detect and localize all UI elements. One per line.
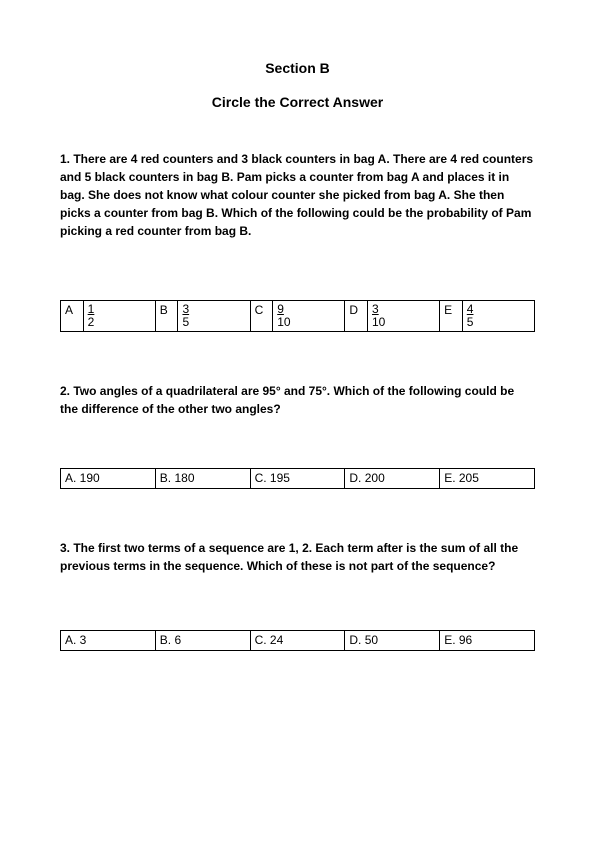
- q2-option-e: E. 205: [440, 469, 535, 489]
- q3-option-b: B. 6: [155, 631, 250, 651]
- question-3-options: A. 3 B. 6 C. 24 D. 50 E. 96: [60, 630, 535, 651]
- section-title: Section B: [60, 60, 535, 76]
- option-d-den: 10: [372, 316, 385, 329]
- option-b-den: 5: [182, 316, 189, 329]
- q2-option-b: B. 180: [155, 469, 250, 489]
- question-2-text: 2. Two angles of a quadrilateral are 95°…: [60, 382, 535, 418]
- option-c-value: 9 10: [273, 301, 345, 332]
- question-1-text: 1. There are 4 red counters and 3 black …: [60, 150, 535, 240]
- question-1-options: A 1 2 B 3 5 C 9 10 D: [60, 300, 535, 332]
- q2-option-a: A. 190: [61, 469, 156, 489]
- option-e-value: 4 5: [462, 301, 534, 332]
- option-a-value: 1 2: [83, 301, 155, 332]
- option-e-label: E: [440, 301, 463, 332]
- option-c-label: C: [250, 301, 273, 332]
- option-d-value: 3 10: [368, 301, 440, 332]
- q2-option-c: C. 195: [250, 469, 345, 489]
- q3-option-e: E. 96: [440, 631, 535, 651]
- worksheet-page: Section B Circle the Correct Answer 1. T…: [0, 0, 595, 842]
- option-b-label: B: [155, 301, 178, 332]
- option-e-den: 5: [467, 316, 474, 329]
- q2-option-d: D. 200: [345, 469, 440, 489]
- q3-option-c: C. 24: [250, 631, 345, 651]
- option-c-den: 10: [277, 316, 290, 329]
- question-2-options: A. 190 B. 180 C. 195 D. 200 E. 205: [60, 468, 535, 489]
- option-d-label: D: [345, 301, 368, 332]
- q3-option-d: D. 50: [345, 631, 440, 651]
- option-a-den: 2: [88, 316, 95, 329]
- option-a-label: A: [61, 301, 84, 332]
- option-b-value: 3 5: [178, 301, 250, 332]
- question-3-text: 3. The first two terms of a sequence are…: [60, 539, 535, 575]
- subtitle: Circle the Correct Answer: [60, 94, 535, 110]
- q3-option-a: A. 3: [61, 631, 156, 651]
